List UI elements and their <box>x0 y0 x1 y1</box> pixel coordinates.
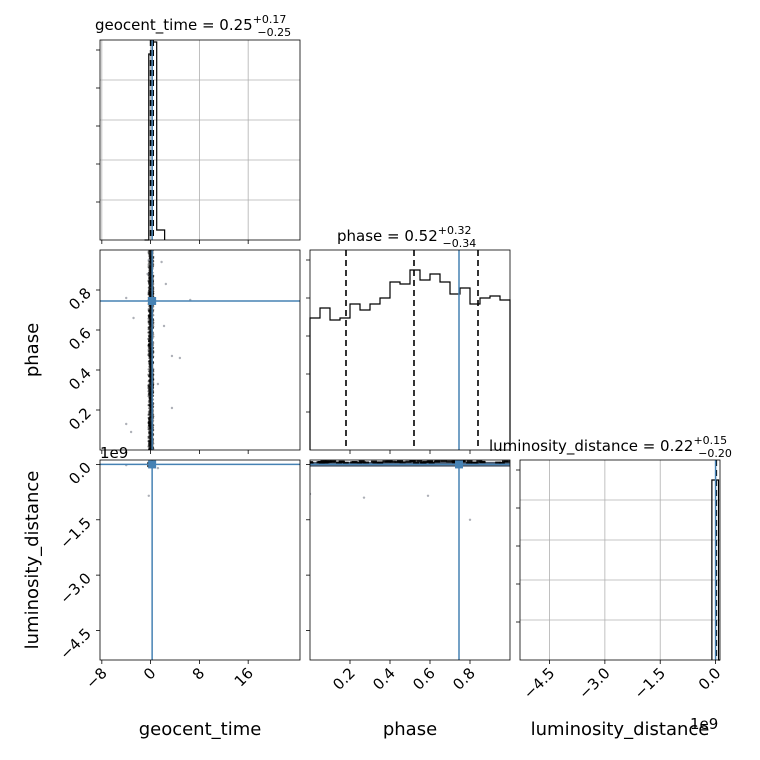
truth-marker <box>455 460 463 469</box>
y-tick-label: −1.5 <box>56 514 94 552</box>
outlier-point <box>156 466 160 470</box>
outlier-point <box>170 354 174 358</box>
outlier-point <box>162 324 166 328</box>
panel-frame <box>519 459 721 661</box>
panel-frame <box>99 249 301 451</box>
x-tick-label: 0.0 <box>695 664 725 694</box>
title-luminosity-distance: luminosity_distance = 0.22+0.15 −0.20 <box>489 434 732 460</box>
title-phase: phase = 0.52+0.32 −0.34 <box>337 224 476 250</box>
y-tick-label: 0.0 <box>65 459 95 489</box>
outlier-point <box>147 494 150 497</box>
x-tick-label: −4.5 <box>520 664 558 702</box>
x-tick-label: 8 <box>189 664 208 683</box>
scatter-panel-geocent-time-phase <box>96 249 301 454</box>
y-tick-label: 0.8 <box>65 284 95 314</box>
outlier-point <box>125 422 128 426</box>
outlier-point <box>147 258 150 262</box>
x-tick-label: 0 <box>140 664 159 683</box>
xlabel-geocent-time: geocent_time <box>139 719 262 740</box>
truth-marker <box>148 297 157 305</box>
outlier-point <box>164 282 168 286</box>
xlabel-luminosity-distance: luminosity_distance <box>531 719 710 740</box>
x-tick-label: 0.8 <box>449 664 479 694</box>
outlier-point <box>156 382 160 386</box>
diag-panel-phase <box>306 249 511 454</box>
panel-frame <box>309 249 511 451</box>
y-tick-label: 0.4 <box>65 364 95 394</box>
diag-panel-geocent-time <box>96 39 301 244</box>
outlier-point <box>170 406 174 410</box>
ylabel-luminosity-distance: luminosity_distance <box>22 471 43 650</box>
x-tick-label: 0.2 <box>329 664 359 694</box>
y-tick-label: −4.5 <box>56 625 94 663</box>
histogram-geocent-time <box>144 41 166 241</box>
truth-marker <box>148 460 157 469</box>
x-tick-label: 0.6 <box>409 664 439 694</box>
outlier-point <box>362 496 366 499</box>
panel-frame <box>309 459 511 661</box>
y-tick-label: 0.2 <box>65 404 95 434</box>
offset-text-ld-y: 1e9 <box>100 444 128 462</box>
outlier-point <box>178 356 182 360</box>
x-tick-label: −8 <box>82 664 110 692</box>
xlabel-phase: phase <box>383 719 437 740</box>
x-tick-label: 0.4 <box>369 664 399 694</box>
x-tick-label: 16 <box>231 664 257 690</box>
ylabel-phase: phase <box>22 323 43 377</box>
x-tick-label: −1.5 <box>631 664 669 702</box>
offset-text-ld-x: 1e9 <box>690 715 718 733</box>
diag-panel-luminosity-distance <box>516 459 721 664</box>
outlier-point <box>160 260 163 264</box>
outlier-point <box>468 518 472 521</box>
outlier-point <box>129 430 133 434</box>
outlier-point <box>125 296 128 300</box>
outlier-point <box>426 494 430 497</box>
panels-layer <box>96 39 721 664</box>
panel-frame <box>99 39 301 241</box>
title-geocent-time: geocent_time = 0.25+0.17 −0.25 <box>95 13 291 39</box>
outlier-point <box>146 272 149 276</box>
panel-frame <box>99 459 301 661</box>
scatter-panel-geocent-time-luminosity-distance <box>96 459 301 664</box>
y-tick-label: −3.0 <box>56 569 94 607</box>
x-tick-label: −3.0 <box>575 664 613 702</box>
histogram-phase <box>309 269 511 450</box>
scatter-panel-phase-luminosity-distance <box>306 459 511 664</box>
outlier-point <box>132 316 135 320</box>
y-tick-label: 0.6 <box>65 324 95 354</box>
tick-labels: −4.5 −3.0 −1.5 0.0 0.2 0.4 0.6 0.8 −8 0 8 16 −4.5 −3.… <box>56 284 724 702</box>
density-core <box>149 250 153 450</box>
